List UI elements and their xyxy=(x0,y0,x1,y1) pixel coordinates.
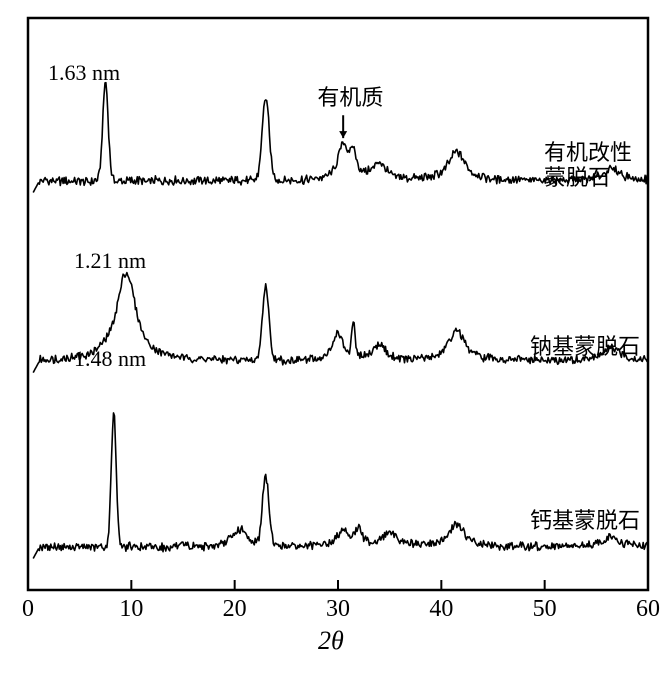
series-label-bot: 钙基蒙脱石 xyxy=(530,508,640,533)
xtick-2: 20 xyxy=(215,596,255,623)
xtick-5: 50 xyxy=(525,596,565,623)
xaxis-label: 2θ xyxy=(318,626,344,656)
xtick-4: 40 xyxy=(421,596,461,623)
xtick-6: 60 xyxy=(628,596,666,623)
peak-label-top: 1.63 nm xyxy=(48,60,120,86)
xrd-figure: 0 10 20 30 40 50 60 2θ 1.63 nm 1.21 nm 1… xyxy=(0,0,666,673)
series-label-top: 有机改性 蒙脱石 xyxy=(544,140,632,191)
xtick-3: 30 xyxy=(318,596,358,623)
peak-label-bot: 1.48 nm xyxy=(74,346,146,372)
series-bot xyxy=(33,413,648,559)
xtick-1: 10 xyxy=(111,596,151,623)
xtick-0: 0 xyxy=(8,596,48,623)
annotation-organic: 有机质 xyxy=(317,80,383,112)
series-label-mid: 钠基蒙脱石 xyxy=(530,334,640,359)
peak-label-mid: 1.21 nm xyxy=(74,248,146,274)
